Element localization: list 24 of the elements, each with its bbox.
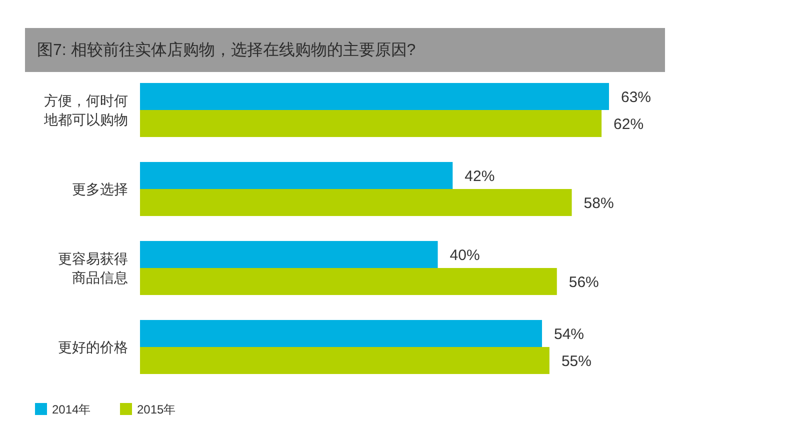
bar — [140, 162, 453, 189]
y-tick-label: 方便，何时何地都可以购物 — [43, 92, 128, 128]
bar — [140, 110, 602, 138]
data-label: 40% — [450, 246, 480, 264]
data-label: 54% — [554, 326, 584, 343]
data-label: 55% — [561, 353, 592, 370]
data-label: 42% — [464, 168, 495, 185]
bar — [140, 82, 609, 110]
data-label: 56% — [568, 274, 599, 292]
bar — [140, 268, 557, 296]
legend-label: 2015年 — [137, 402, 176, 416]
y-tick-label: 更好的价格 — [58, 339, 128, 355]
bar — [140, 240, 438, 268]
title: 图7: 相较前往实体店购物，选择在线购物的主要原因? — [25, 28, 665, 72]
data-label: 58% — [584, 195, 614, 212]
bar — [140, 320, 542, 347]
chart-title: 图7: 相较前往实体店购物，选择在线购物的主要原因? — [37, 41, 416, 59]
data-label: 63% — [621, 88, 652, 106]
legend-label: 2014年 — [52, 402, 91, 416]
data-label: 62% — [614, 116, 644, 134]
y-tick-label: 更多选择 — [72, 181, 128, 197]
y-tick-label: 更容易获得商品信息 — [58, 250, 128, 286]
bar — [140, 189, 572, 216]
bar — [140, 347, 550, 374]
